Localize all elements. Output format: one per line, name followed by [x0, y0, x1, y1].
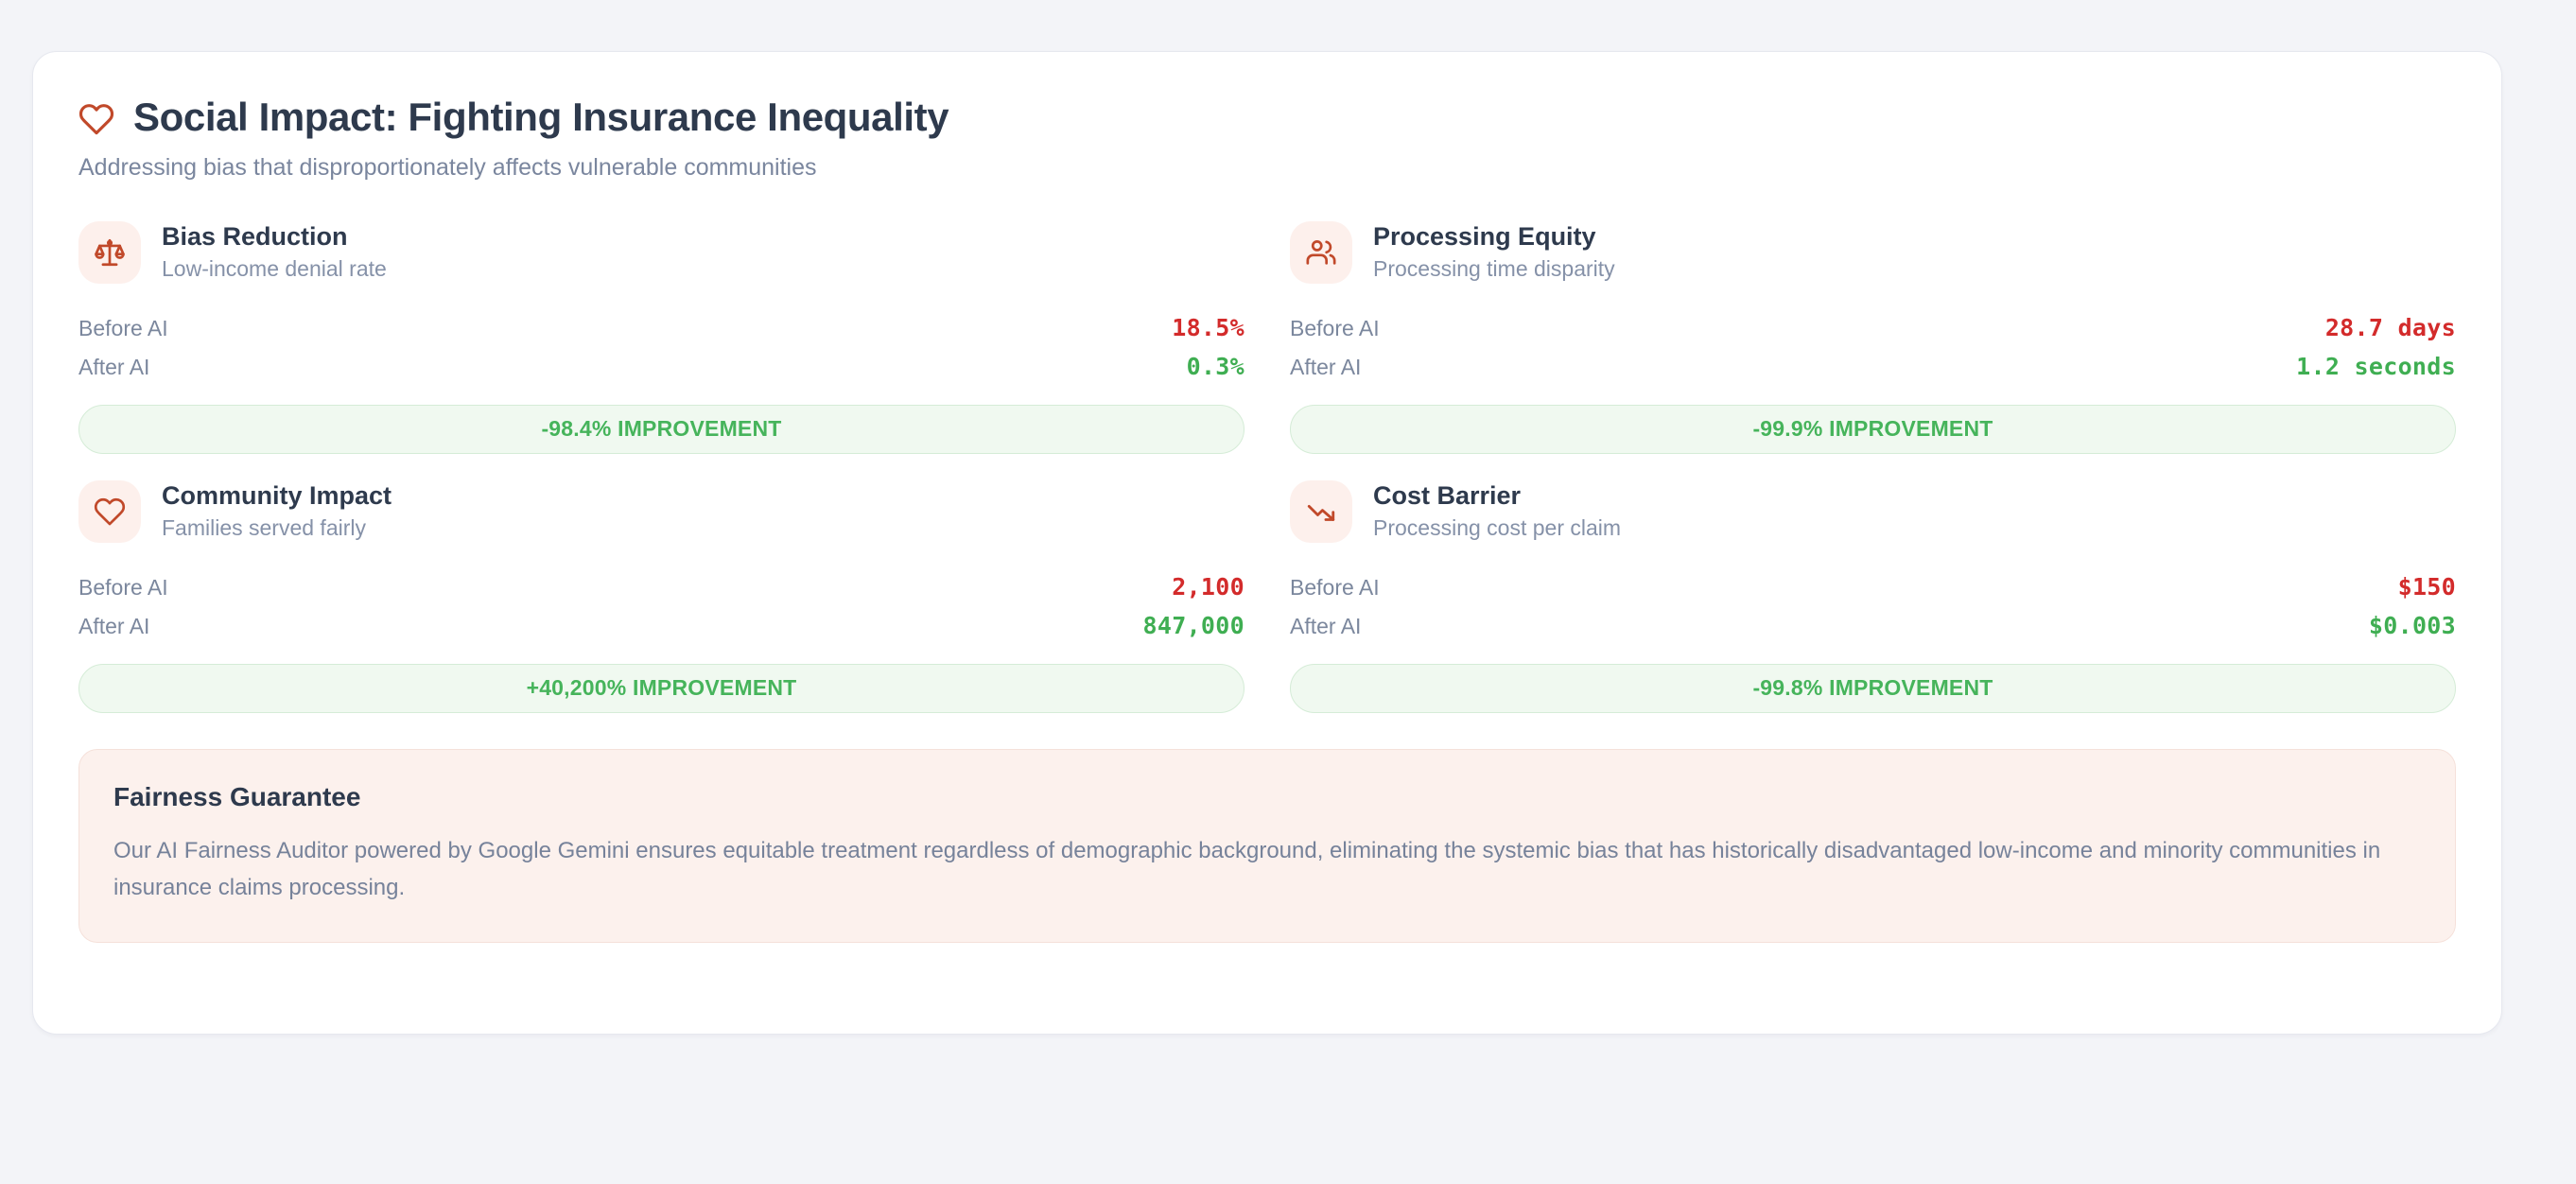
- after-value: 0.3%: [1186, 352, 1244, 380]
- metric-title: Bias Reduction: [162, 221, 348, 251]
- before-label: Before AI: [1290, 315, 1380, 340]
- trending-down-icon: [1307, 504, 1335, 521]
- improvement-badge: -98.4% IMPROVEMENT: [78, 404, 1244, 454]
- social-impact-panel: Social Impact: Fighting Insurance Inequa…: [32, 51, 2502, 1035]
- page-subtitle: Addressing bias that disproportionately …: [78, 154, 817, 182]
- metric-header: Processing Equity Processing time dispar…: [1290, 220, 2456, 284]
- improvement-badge: -99.9% IMPROVEMENT: [1290, 404, 2456, 454]
- after-label: After AI: [1290, 613, 1362, 638]
- metric-row-after: After AI 847,000: [78, 606, 1244, 645]
- metric-row-before: Before AI 18.5%: [78, 308, 1244, 347]
- metric-titles: Bias Reduction Low-income denial rate: [162, 222, 387, 283]
- after-value: 1.2 seconds: [2296, 352, 2456, 380]
- after-label: After AI: [1290, 354, 1362, 379]
- before-label: Before AI: [78, 574, 168, 600]
- metric-row-after: After AI 1.2 seconds: [1290, 347, 2456, 386]
- heart-icon: [94, 497, 126, 526]
- improvement-badge: +40,200% IMPROVEMENT: [78, 663, 1244, 713]
- heart-icon-tile: [78, 479, 141, 543]
- users-icon: [1306, 239, 1336, 265]
- metric-title: Community Impact: [162, 480, 392, 510]
- metric-subtitle: Processing cost per claim: [1373, 514, 1622, 540]
- fairness-guarantee-box: Fairness Guarantee Our AI Fairness Audit…: [78, 748, 2456, 944]
- before-value: 28.7 days: [2324, 313, 2456, 341]
- after-value: $0.003: [2368, 611, 2456, 639]
- improvement-badge: -99.8% IMPROVEMENT: [1290, 663, 2456, 713]
- metric-titles: Community Impact Families served fairly: [162, 481, 392, 542]
- metric-card-processing-equity: Processing Equity Processing time dispar…: [1290, 220, 2456, 454]
- metric-card-bias-reduction: Bias Reduction Low-income denial rate Be…: [78, 220, 1244, 454]
- metric-header: Bias Reduction Low-income denial rate: [78, 220, 1244, 284]
- fairness-guarantee-text: Our AI Fairness Auditor powered by Googl…: [113, 837, 2381, 900]
- metric-title: Cost Barrier: [1373, 480, 1522, 510]
- metric-subtitle: Low-income denial rate: [162, 255, 387, 281]
- metric-title: Processing Equity: [1373, 221, 1596, 251]
- metric-header: Cost Barrier Processing cost per claim: [1290, 479, 2456, 543]
- after-value: 847,000: [1142, 611, 1244, 639]
- metric-card-cost-barrier: Cost Barrier Processing cost per claim B…: [1290, 479, 2456, 713]
- before-label: Before AI: [78, 315, 168, 340]
- after-label: After AI: [78, 354, 150, 379]
- metric-row-after: After AI 0.3%: [78, 347, 1244, 386]
- metric-row-before: Before AI $150: [1290, 567, 2456, 606]
- metric-row-before: Before AI 2,100: [78, 567, 1244, 606]
- before-value: $150: [2397, 572, 2456, 601]
- users-icon-tile: [1290, 220, 1352, 284]
- title-row: Social Impact: Fighting Insurance Inequa…: [78, 95, 2456, 139]
- metric-header: Community Impact Families served fairly: [78, 479, 1244, 543]
- metric-row-after: After AI $0.003: [1290, 606, 2456, 645]
- metric-subtitle: Families served fairly: [162, 514, 366, 540]
- heart-icon: [78, 104, 114, 135]
- metric-grid: Bias Reduction Low-income denial rate Be…: [78, 220, 2456, 713]
- page-title: Social Impact: Fighting Insurance Inequa…: [133, 95, 949, 139]
- metric-subtitle: Processing time disparity: [1373, 255, 1615, 281]
- after-label: After AI: [78, 613, 150, 638]
- fairness-guarantee-title: Fairness Guarantee: [113, 781, 361, 811]
- scales-icon-tile: [78, 220, 141, 284]
- metric-titles: Processing Equity Processing time dispar…: [1373, 222, 1615, 283]
- metric-titles: Cost Barrier Processing cost per claim: [1373, 481, 1621, 542]
- before-value: 2,100: [1172, 572, 1244, 601]
- panel-header: Social Impact: Fighting Insurance Inequa…: [78, 95, 2456, 183]
- before-value: 18.5%: [1172, 313, 1244, 341]
- metric-row-before: Before AI 28.7 days: [1290, 308, 2456, 347]
- trending-down-icon-tile: [1290, 479, 1352, 543]
- before-label: Before AI: [1290, 574, 1380, 600]
- metric-card-community-impact: Community Impact Families served fairly …: [78, 479, 1244, 713]
- scales-icon: [95, 238, 125, 266]
